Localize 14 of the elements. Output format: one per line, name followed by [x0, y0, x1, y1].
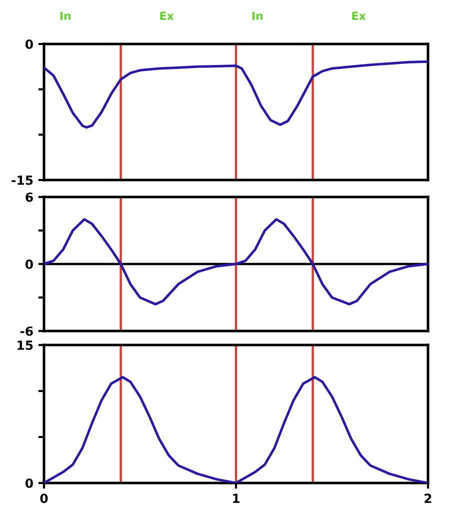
text: In — [252, 12, 263, 20]
x-tick-label: 2 — [424, 494, 432, 503]
y-tick-label: 0 — [25, 39, 33, 49]
y-tick-label: 0 — [25, 259, 33, 269]
text: Ex — [160, 12, 174, 20]
y-tick-label: -6 — [20, 326, 33, 336]
y-tick-label: 15 — [18, 340, 33, 350]
y-tick-label: -15 — [12, 176, 33, 185]
text: In — [60, 12, 71, 20]
x-tick-label: 0 — [40, 494, 48, 504]
y-tick-label: 6 — [26, 192, 33, 202]
x-tick-label: 1 — [233, 494, 240, 503]
y-tick-label: 0 — [25, 478, 33, 488]
text: Ex — [352, 12, 366, 20]
